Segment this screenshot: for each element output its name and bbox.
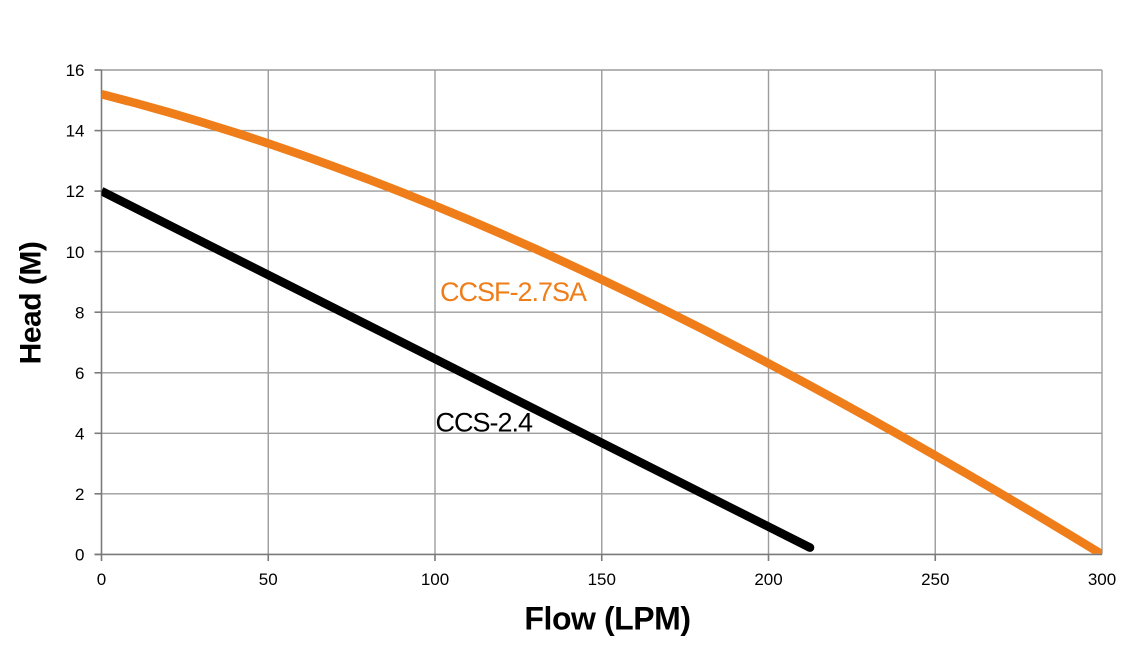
svg-text:250: 250 — [921, 570, 949, 589]
svg-text:200: 200 — [754, 570, 782, 589]
svg-text:16: 16 — [66, 61, 85, 80]
svg-text:150: 150 — [588, 570, 616, 589]
svg-text:50: 50 — [259, 570, 278, 589]
svg-text:14: 14 — [66, 122, 85, 141]
svg-text:0: 0 — [75, 546, 84, 565]
svg-text:8: 8 — [75, 303, 84, 322]
svg-text:CCSF-2.7SA: CCSF-2.7SA — [440, 277, 587, 307]
svg-text:6: 6 — [75, 364, 84, 383]
svg-text:0: 0 — [97, 570, 106, 589]
svg-text:CCS-2.4: CCS-2.4 — [436, 408, 534, 438]
svg-text:300: 300 — [1088, 570, 1116, 589]
svg-text:10: 10 — [66, 243, 85, 262]
svg-text:2: 2 — [75, 485, 84, 504]
svg-text:100: 100 — [421, 570, 449, 589]
svg-text:12: 12 — [66, 182, 85, 201]
svg-text:4: 4 — [75, 424, 84, 443]
svg-text:Head (M): Head (M) — [15, 242, 48, 365]
svg-text:Flow (LPM): Flow (LPM) — [524, 601, 690, 637]
